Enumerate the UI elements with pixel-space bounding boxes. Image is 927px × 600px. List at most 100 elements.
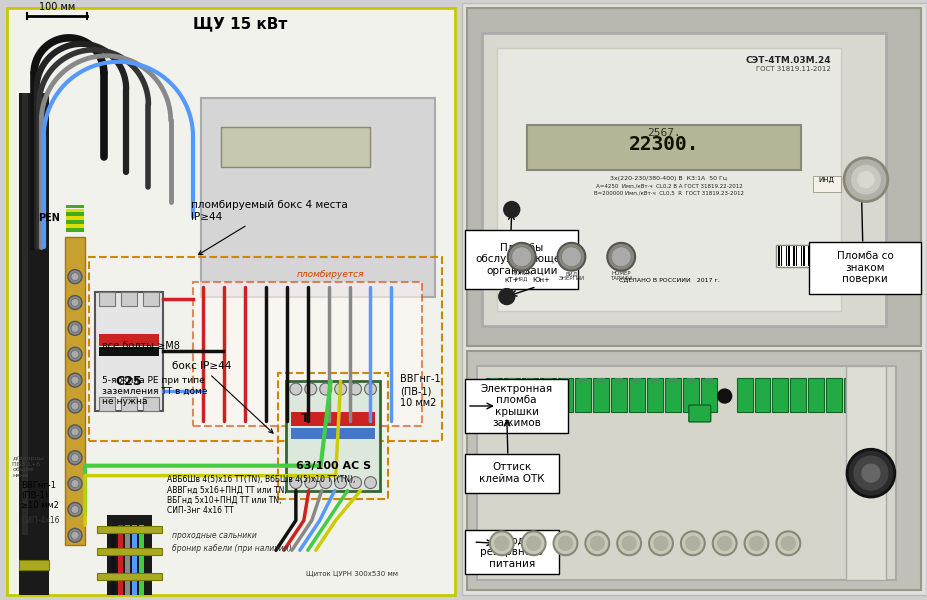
Bar	[66, 217, 83, 220]
Circle shape	[685, 536, 699, 550]
Bar	[507, 378, 515, 383]
Bar	[822, 246, 824, 266]
FancyBboxPatch shape	[629, 378, 644, 412]
Circle shape	[558, 536, 572, 550]
Text: НОМЕР
ТАРИФА: НОМЕР ТАРИФА	[609, 271, 632, 281]
Bar	[807, 246, 809, 266]
Text: РЕЖИМ
НЯД: РЕЖИМ НЯД	[511, 271, 532, 281]
FancyBboxPatch shape	[539, 378, 555, 412]
Bar	[124, 526, 130, 595]
Bar	[107, 515, 151, 595]
Bar	[481, 33, 885, 326]
Circle shape	[71, 454, 79, 462]
Circle shape	[68, 451, 82, 464]
Circle shape	[289, 383, 301, 395]
Circle shape	[712, 532, 736, 555]
Circle shape	[71, 428, 79, 436]
Circle shape	[320, 476, 331, 488]
Circle shape	[776, 532, 799, 555]
Circle shape	[861, 464, 879, 482]
Text: 63/100 AC S: 63/100 AC S	[296, 461, 370, 470]
Text: СЭТ-4ТМ.03М.24: СЭТ-4ТМ.03М.24	[744, 56, 831, 65]
Circle shape	[611, 247, 630, 267]
Bar	[121, 292, 136, 305]
Text: Пломбы
обслуживающей
организации: Пломбы обслуживающей организации	[476, 242, 567, 276]
FancyBboxPatch shape	[808, 242, 920, 293]
FancyBboxPatch shape	[688, 405, 710, 422]
Circle shape	[850, 165, 880, 194]
Bar	[776, 245, 831, 267]
FancyBboxPatch shape	[488, 532, 504, 556]
Circle shape	[749, 536, 763, 550]
Circle shape	[71, 532, 79, 539]
Circle shape	[507, 243, 535, 271]
Circle shape	[590, 536, 603, 550]
Bar	[201, 98, 435, 296]
FancyBboxPatch shape	[611, 378, 627, 412]
Circle shape	[585, 532, 609, 555]
FancyBboxPatch shape	[790, 378, 806, 412]
Bar	[668, 378, 676, 383]
Bar	[527, 125, 800, 170]
Circle shape	[68, 399, 82, 413]
Text: пломбируется: пломбируется	[297, 269, 364, 278]
Text: бронир кабели (при наличии): бронир кабели (при наличии)	[171, 544, 291, 553]
Bar	[462, 3, 924, 595]
Bar	[95, 292, 162, 411]
Text: ВИД
ЭНЕРГИИ: ВИД ЭНЕРГИИ	[558, 271, 584, 281]
Text: Щиток ЦУРН 300х530 мм: Щиток ЦУРН 300х530 мм	[306, 571, 398, 577]
FancyBboxPatch shape	[700, 378, 716, 412]
Text: бокс IP≥44: бокс IP≥44	[171, 361, 273, 433]
Bar	[66, 224, 83, 228]
Circle shape	[349, 383, 362, 395]
Circle shape	[289, 476, 301, 488]
Bar	[22, 92, 28, 560]
Bar	[96, 573, 161, 580]
Text: 5-я жила PE при типе
заземления ТТ в доме
не нужна: 5-я жила PE при типе заземления ТТ в дом…	[102, 376, 207, 406]
Bar	[65, 237, 85, 545]
Bar	[66, 229, 83, 232]
FancyBboxPatch shape	[646, 378, 662, 412]
Text: 100 мм: 100 мм	[39, 2, 75, 12]
Circle shape	[71, 272, 79, 281]
Circle shape	[499, 289, 514, 305]
Bar	[795, 246, 796, 266]
Text: Оттиск
клейма ОТК: Оттиск клейма ОТК	[478, 463, 544, 484]
Circle shape	[606, 243, 634, 271]
Bar	[496, 48, 840, 311]
Text: Пломба со
знаком
поверки: Пломба со знаком поверки	[835, 251, 893, 284]
Bar	[785, 246, 786, 266]
FancyBboxPatch shape	[557, 378, 573, 412]
Bar	[561, 378, 569, 383]
Bar	[489, 378, 497, 383]
Bar	[290, 412, 375, 426]
Circle shape	[71, 376, 79, 384]
Bar	[778, 246, 779, 266]
Text: ИНД: ИНД	[818, 177, 833, 183]
FancyBboxPatch shape	[464, 379, 568, 433]
Bar	[221, 127, 370, 167]
FancyBboxPatch shape	[193, 281, 422, 426]
Bar	[66, 212, 83, 216]
Bar	[525, 378, 533, 383]
Bar	[800, 246, 802, 266]
Circle shape	[857, 172, 873, 188]
Text: Вход
резервного
питания: Вход резервного питания	[480, 536, 542, 569]
FancyBboxPatch shape	[825, 378, 841, 412]
Text: СИП-4х16: СИП-4х16	[21, 517, 59, 526]
Circle shape	[616, 532, 641, 555]
Bar	[466, 8, 920, 346]
Bar	[121, 397, 136, 411]
FancyBboxPatch shape	[575, 378, 590, 412]
FancyBboxPatch shape	[521, 378, 537, 412]
Circle shape	[349, 476, 362, 488]
Bar	[632, 378, 641, 383]
Text: кТ+: кТ+	[504, 277, 518, 283]
FancyBboxPatch shape	[464, 530, 558, 574]
FancyBboxPatch shape	[861, 378, 877, 412]
Bar	[787, 246, 789, 266]
Circle shape	[846, 449, 894, 497]
Circle shape	[68, 529, 82, 542]
FancyBboxPatch shape	[682, 378, 698, 412]
Bar	[803, 246, 804, 266]
